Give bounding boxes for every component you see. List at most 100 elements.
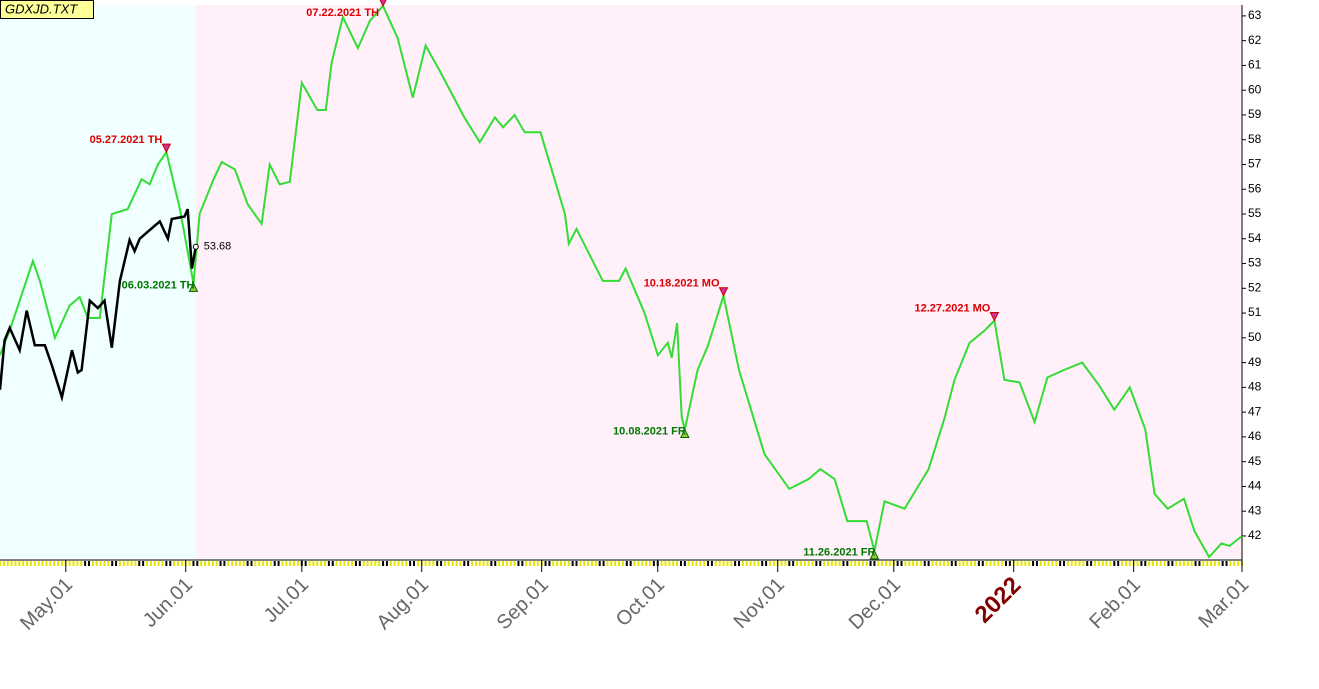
minor-tick xyxy=(358,561,361,566)
minor-tick xyxy=(436,561,439,566)
minor-tick xyxy=(1020,561,1023,566)
y-tick-label: 61 xyxy=(1248,58,1262,72)
minor-tick xyxy=(788,561,791,566)
minor-tick xyxy=(1051,561,1054,566)
minor-tick xyxy=(231,561,234,566)
y-tick-label: 56 xyxy=(1248,181,1262,195)
minor-tick xyxy=(695,561,698,566)
minor-tick xyxy=(935,561,938,566)
x-tick-label: Aug.01 xyxy=(373,574,433,634)
minor-tick xyxy=(714,561,717,566)
y-tick-label: 60 xyxy=(1248,82,1262,96)
minor-tick xyxy=(896,561,899,566)
minor-tick xyxy=(509,561,512,566)
minor-tick xyxy=(904,561,907,566)
y-tick-label: 54 xyxy=(1248,231,1262,245)
minor-tick xyxy=(703,561,706,566)
minor-tick xyxy=(1144,561,1147,566)
minor-tick xyxy=(1202,561,1205,566)
minor-tick xyxy=(710,561,713,566)
trough-marker xyxy=(188,282,199,292)
minor-tick xyxy=(997,561,1000,566)
minor-tick xyxy=(273,561,276,566)
minor-tick xyxy=(293,561,296,566)
minor-tick xyxy=(1210,561,1213,566)
minor-tick xyxy=(285,561,288,566)
minor-tick xyxy=(362,561,365,566)
y-tick-label: 49 xyxy=(1248,355,1262,369)
minor-tick xyxy=(900,561,903,566)
minor-tick xyxy=(915,561,918,566)
peak-label: 07.22.2021 TH xyxy=(306,7,379,19)
y-tick-label: 47 xyxy=(1248,404,1262,418)
x-tick-label: Oct.01 xyxy=(612,574,669,631)
minor-tick xyxy=(641,561,644,566)
minor-tick xyxy=(676,561,679,566)
minor-tick xyxy=(223,561,226,566)
minor-tick xyxy=(838,561,841,566)
minor-tick xyxy=(974,561,977,566)
minor-tick xyxy=(258,561,261,566)
minor-tick xyxy=(1121,561,1124,566)
x-tick-label: Nov.01 xyxy=(730,574,789,633)
minor-tick xyxy=(923,561,926,566)
last-point xyxy=(192,243,199,250)
minor-tick xyxy=(482,561,485,566)
minor-tick xyxy=(501,561,504,566)
y-tick-label: 57 xyxy=(1248,157,1262,171)
minor-tick xyxy=(207,561,210,566)
minor-tick xyxy=(409,561,412,566)
minor-tick xyxy=(374,561,377,566)
minor-tick xyxy=(718,561,721,566)
minor-tick xyxy=(707,561,710,566)
minor-tick xyxy=(683,561,686,566)
minor-tick xyxy=(1074,561,1077,566)
minor-tick xyxy=(618,561,621,566)
minor-tick xyxy=(347,561,350,566)
y-tick-label: 42 xyxy=(1248,528,1262,542)
minor-tick xyxy=(227,561,230,566)
y-tick-label: 48 xyxy=(1248,380,1262,394)
minor-tick xyxy=(850,561,853,566)
minor-tick xyxy=(587,561,590,566)
minor-tick xyxy=(1155,561,1158,566)
minor-tick xyxy=(865,561,868,566)
minor-tick xyxy=(664,561,667,566)
minor-tick xyxy=(544,561,547,566)
peak-label: 10.18.2021 MO xyxy=(644,278,720,290)
minor-tick xyxy=(242,561,245,566)
minor-tick xyxy=(521,561,524,566)
minor-tick xyxy=(366,561,369,566)
minor-tick xyxy=(432,561,435,566)
minor-tick xyxy=(1109,561,1112,566)
minor-tick xyxy=(316,561,319,566)
minor-tick xyxy=(126,561,129,566)
minor-tick xyxy=(652,561,655,566)
minor-tick xyxy=(1237,561,1240,566)
minor-tick xyxy=(1016,561,1019,566)
minor-tick xyxy=(1039,561,1042,566)
minor-tick xyxy=(645,561,648,566)
minor-tick xyxy=(1055,561,1058,566)
minor-tick xyxy=(246,561,249,566)
minor-tick xyxy=(1194,561,1197,566)
minor-tick xyxy=(1175,561,1178,566)
minor-tick xyxy=(22,561,25,566)
minor-tick xyxy=(517,561,520,566)
minor-tick xyxy=(1140,561,1143,566)
minor-tick xyxy=(165,561,168,566)
y-tick-label: 62 xyxy=(1248,33,1262,47)
minor-tick xyxy=(877,561,880,566)
minor-tick xyxy=(18,561,21,566)
minor-tick xyxy=(389,561,392,566)
minor-tick xyxy=(993,561,996,566)
minor-tick xyxy=(385,561,388,566)
minor-tick xyxy=(869,561,872,566)
minor-tick xyxy=(29,561,32,566)
minor-tick xyxy=(401,561,404,566)
minor-tick xyxy=(424,561,427,566)
minor-tick xyxy=(1097,561,1100,566)
minor-tick xyxy=(548,561,551,566)
minor-tick xyxy=(378,561,381,566)
minor-tick xyxy=(1101,561,1104,566)
